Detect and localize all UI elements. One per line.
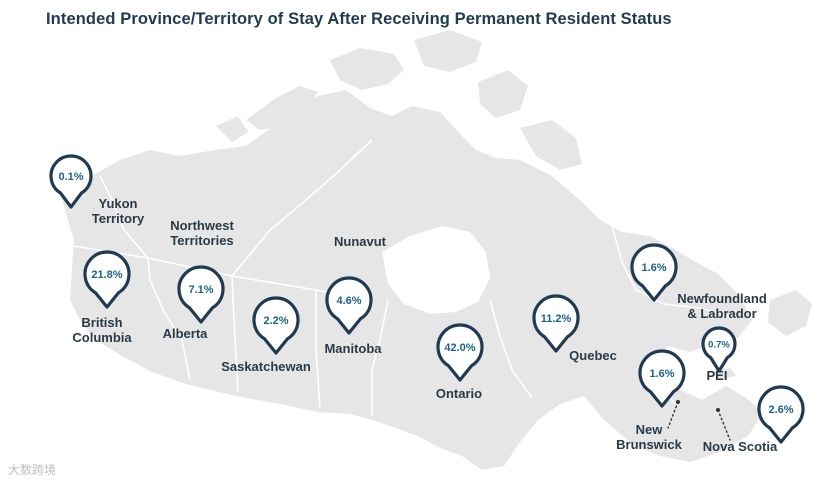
border-bc-alberta <box>147 257 191 381</box>
hudson-bay <box>382 226 490 314</box>
pin-nl: 1.6% <box>630 243 678 302</box>
pin-ns: 2.6% <box>757 385 805 444</box>
border-yukon-nwt <box>99 175 149 259</box>
pin-bc: 21.8% <box>83 250 131 309</box>
pin-value-quebec: 11.2% <box>541 313 572 325</box>
pin-marker-ontario <box>436 323 484 382</box>
label-nl: Newfoundland & Labrador <box>677 291 767 321</box>
arctic-island-4 <box>478 70 528 118</box>
pin-value-pei: 0.7% <box>708 339 730 350</box>
pin-value-bc: 21.8% <box>91 269 122 281</box>
leader-dot-nb <box>676 400 680 404</box>
pin-value-saskatchewan: 2.2% <box>263 315 288 327</box>
leader-ns <box>717 409 731 441</box>
label-ontario: Ontario <box>435 386 483 401</box>
leader-nb <box>667 401 679 429</box>
pin-marker-saskatchewan <box>252 296 300 355</box>
pin-marker-bc <box>83 250 131 309</box>
border-alberta-sask <box>231 275 239 393</box>
pin-marker-nl <box>630 243 678 302</box>
pin-marker-ns <box>757 385 805 444</box>
pin-nb: 1.6% <box>638 349 686 408</box>
label-nunavut: Nunavut <box>334 234 386 249</box>
label-quebec: Quebec <box>569 348 617 363</box>
border-nwt-nunavut <box>231 139 373 277</box>
arctic-island-1 <box>246 86 318 130</box>
pin-value-nl: 1.6% <box>641 262 666 274</box>
arctic-island-2 <box>330 48 404 90</box>
label-bc: British Columbia <box>72 315 132 345</box>
pin-marker-yukon <box>49 154 93 209</box>
pin-value-nb: 1.6% <box>649 368 674 380</box>
pin-marker-nb <box>638 349 686 408</box>
pin-saskatchewan: 2.2% <box>252 296 300 355</box>
label-saskatchewan: Saskatchewan <box>221 359 311 374</box>
label-ns: Nova Scotia <box>702 439 778 454</box>
pin-marker-manitoba <box>325 276 373 335</box>
pin-yukon: 0.1% <box>49 154 93 209</box>
label-nb: New Brunswick <box>616 422 682 452</box>
pin-manitoba: 4.6% <box>325 276 373 335</box>
pin-value-ns: 2.6% <box>768 404 793 416</box>
label-yukon: Yukon Territory <box>91 196 145 226</box>
leader-dot-ns <box>716 408 720 412</box>
pin-ontario: 42.0% <box>436 323 484 382</box>
pin-value-yukon: 0.1% <box>58 171 83 183</box>
pin-marker-quebec <box>532 294 580 353</box>
arctic-island-5 <box>520 120 582 170</box>
label-alberta: Alberta <box>162 326 208 341</box>
chart-title: Intended Province/Territory of Stay Afte… <box>46 10 672 28</box>
pin-quebec: 11.2% <box>532 294 580 353</box>
label-pei: PEI <box>706 368 728 383</box>
border-ontario-quebec <box>489 299 533 399</box>
label-nwt: Northwest Territories <box>170 218 234 248</box>
pin-value-alberta: 7.1% <box>188 284 213 296</box>
map-landmass <box>58 30 812 470</box>
pin-value-manitoba: 4.6% <box>336 295 361 307</box>
watermark: 大数跨境 <box>8 463 57 477</box>
arctic-island-6 <box>216 116 248 142</box>
pin-layer: 0.1% 21.8% 7.1% 2.2% 4.6% 42.0% 11.2% 1.6% 0.7% 1… <box>49 154 805 444</box>
arctic-island-3 <box>414 30 482 72</box>
pin-marker-alberta <box>177 265 225 324</box>
border-sask-manitoba <box>315 290 321 409</box>
pin-marker-pei <box>701 326 737 373</box>
newfoundland-island <box>768 290 812 336</box>
border-manitoba-ontario <box>371 299 389 416</box>
pin-alberta: 7.1% <box>177 265 225 324</box>
pin-pei: 0.7% <box>701 326 737 373</box>
pin-value-ontario: 42.0% <box>444 342 475 354</box>
label-manitoba: Manitoba <box>324 341 382 356</box>
